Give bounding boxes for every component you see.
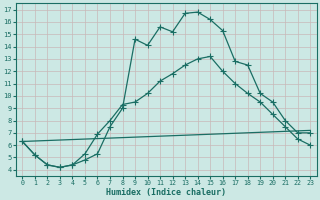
X-axis label: Humidex (Indice chaleur): Humidex (Indice chaleur) [106, 188, 226, 197]
